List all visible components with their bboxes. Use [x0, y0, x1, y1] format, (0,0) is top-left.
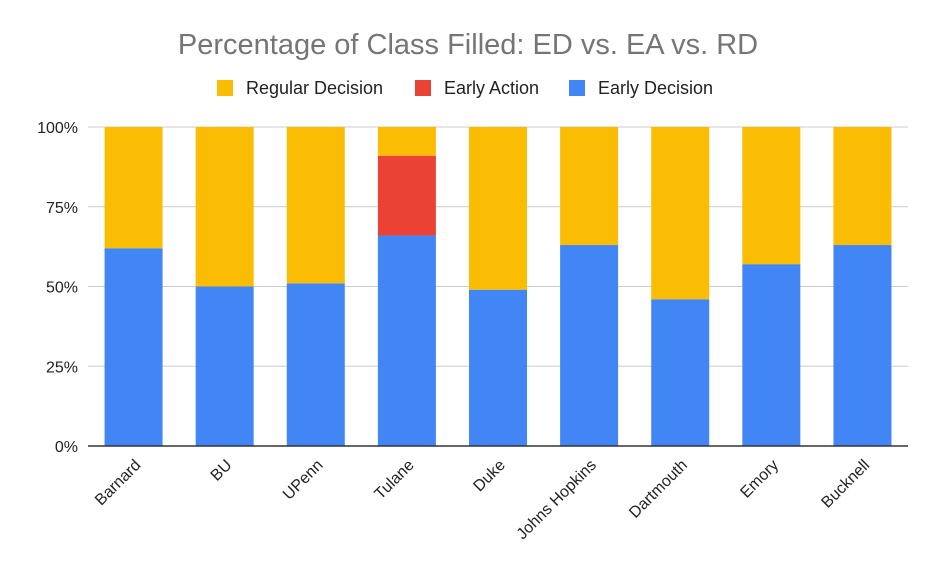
x-tick-label: BU: [208, 457, 236, 485]
x-tick-label: Johns Hopkins: [514, 457, 600, 543]
bar-johns-hopkins-early-decision: [560, 245, 619, 446]
bar-tulane-early-decision: [377, 235, 436, 446]
y-tick-label: 50%: [46, 280, 78, 297]
x-tick-label: UPenn: [280, 457, 327, 504]
bar-bu-early-decision: [195, 286, 254, 446]
bar-duke-regular-decision: [469, 127, 527, 290]
y-tick-label: 75%: [46, 200, 78, 217]
x-tick-label: Dartmouth: [626, 457, 691, 522]
bar-tulane-early-action: [377, 155, 436, 236]
bars: [104, 127, 892, 446]
bar-bucknell-regular-decision: [833, 127, 892, 246]
bar-upenn-regular-decision: [286, 127, 345, 284]
x-tick-label: Duke: [470, 457, 509, 496]
x-tick-label: Tulane: [372, 457, 418, 503]
chart-title: Percentage of Class Filled: ED vs. EA vs…: [178, 29, 758, 61]
bar-dartmouth-early-decision: [651, 299, 710, 446]
bar-bucknell-early-decision: [833, 245, 892, 446]
legend-swatch-early-action: [415, 80, 431, 96]
y-tick-label: 0%: [55, 439, 78, 456]
legend: Regular Decision Early Action Early Decisi…: [217, 78, 713, 98]
bar-barnard-early-decision: [104, 248, 163, 446]
legend-swatch-regular-decision: [217, 80, 233, 96]
bar-emory-regular-decision: [742, 127, 801, 265]
bar-bu-regular-decision: [195, 127, 254, 287]
x-axis-ticks: Barnard BU UPenn Tulane Duke Johns Hopkins Dar…: [92, 457, 873, 543]
bar-emory-early-decision: [742, 264, 801, 446]
x-tick-label: Emory: [737, 457, 782, 502]
x-tick-label: Bucknell: [818, 457, 873, 512]
bar-duke-early-decision: [469, 289, 527, 446]
bar-tulane-regular-decision: [377, 127, 436, 156]
y-tick-label: 25%: [46, 359, 78, 376]
y-tick-label: 100%: [37, 120, 78, 137]
bar-upenn-early-decision: [286, 283, 345, 446]
legend-label-early-decision: Early Decision: [598, 78, 713, 98]
legend-label-early-action: Early Action: [444, 78, 539, 98]
bar-dartmouth-regular-decision: [651, 127, 710, 300]
legend-swatch-early-decision: [569, 80, 585, 96]
x-tick-label: Barnard: [92, 457, 144, 509]
bar-johns-hopkins-regular-decision: [560, 127, 619, 246]
bar-barnard-regular-decision: [104, 127, 163, 249]
legend-label-regular-decision: Regular Decision: [246, 78, 383, 98]
y-axis-ticks: 0% 25% 50% 75% 100%: [37, 120, 78, 456]
